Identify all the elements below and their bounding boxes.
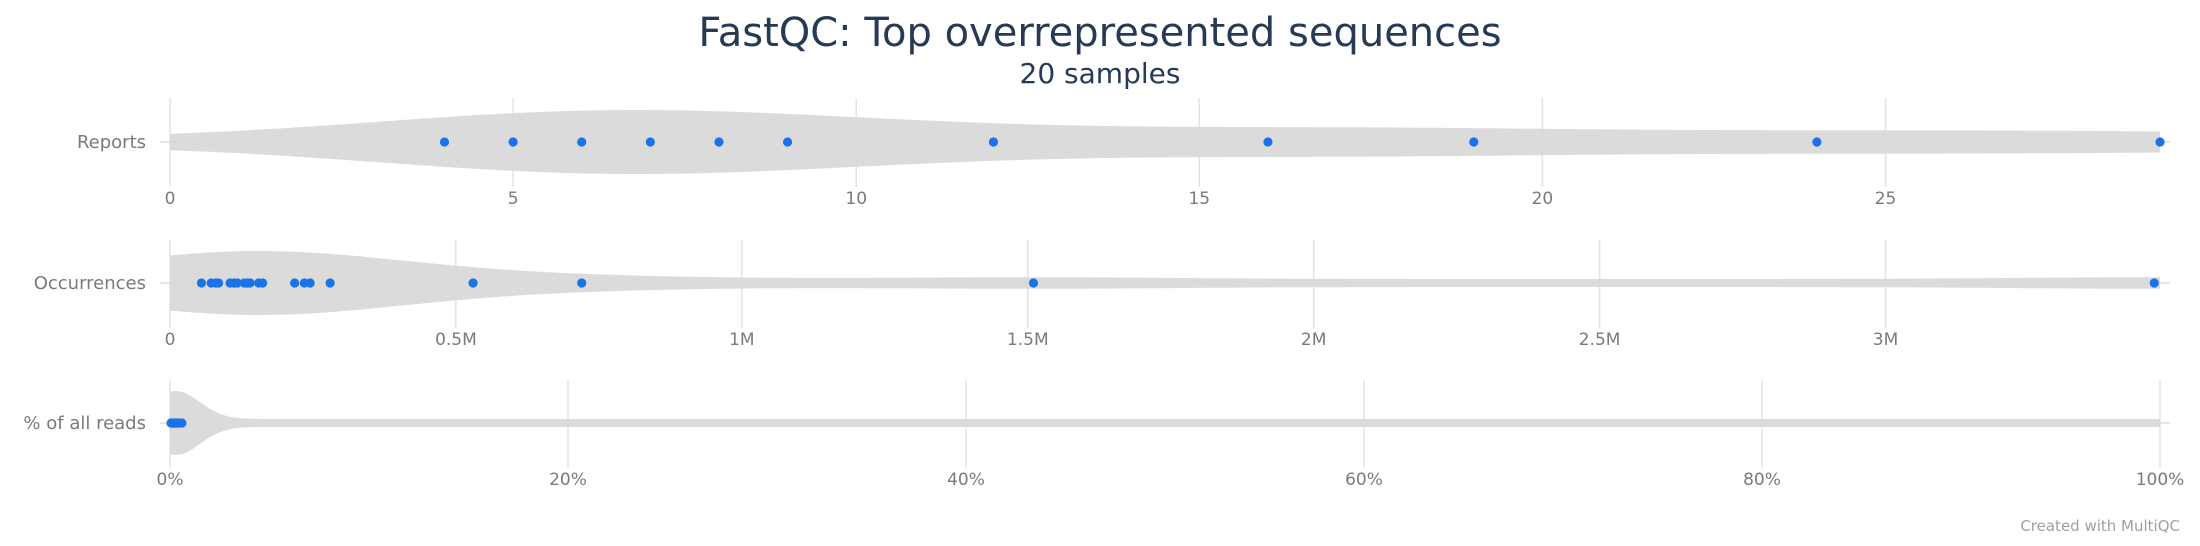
tick-label: 0% bbox=[157, 470, 184, 490]
tick-label: 2.5M bbox=[1579, 330, 1621, 350]
tick-label: 1.5M bbox=[1007, 330, 1049, 350]
row-label-occurrences: Occurrences bbox=[34, 273, 146, 294]
violin-shape-of-all-reads bbox=[170, 391, 2160, 455]
data-point bbox=[2149, 278, 2159, 288]
data-point bbox=[2155, 137, 2165, 147]
chart-subtitle: 20 samples bbox=[1019, 57, 1181, 90]
data-point bbox=[177, 418, 187, 428]
data-point bbox=[508, 137, 518, 147]
data-point bbox=[214, 278, 224, 288]
tick-label: 15 bbox=[1188, 189, 1210, 209]
data-point bbox=[988, 137, 999, 147]
row-label-of-all-reads: % of all reads bbox=[23, 413, 146, 434]
data-point bbox=[468, 278, 478, 288]
tick-label: 0.5M bbox=[435, 330, 477, 350]
data-point bbox=[782, 137, 793, 147]
data-point bbox=[1263, 137, 1273, 147]
data-point bbox=[305, 278, 315, 288]
row-label-reports: Reports bbox=[77, 132, 146, 153]
data-point bbox=[325, 278, 335, 288]
tick-label: 60% bbox=[1345, 470, 1383, 490]
data-point bbox=[714, 137, 724, 147]
tick-label: 0 bbox=[165, 330, 176, 350]
data-point bbox=[1469, 137, 1479, 147]
data-point bbox=[258, 278, 268, 288]
data-point bbox=[196, 278, 207, 288]
tick-label: 5 bbox=[508, 189, 519, 209]
tick-label: 10 bbox=[845, 189, 867, 209]
violin-shape-reports bbox=[170, 110, 2160, 174]
tick-label: 1M bbox=[729, 330, 754, 350]
data-point bbox=[232, 278, 243, 288]
data-point bbox=[577, 278, 587, 288]
tick-label: 2M bbox=[1301, 330, 1326, 350]
data-point bbox=[245, 278, 255, 288]
tick-label: 80% bbox=[1743, 470, 1781, 490]
multiqc-credit: Created with MultiQC bbox=[2020, 517, 2180, 535]
data-point bbox=[577, 137, 587, 147]
tick-label: 100% bbox=[2136, 470, 2185, 490]
tick-label: 25 bbox=[1875, 189, 1897, 209]
chart-title: FastQC: Top overrepresented sequences bbox=[698, 10, 1502, 56]
tick-label: 3M bbox=[1873, 330, 1898, 350]
tick-label: 20 bbox=[1532, 189, 1554, 209]
data-point bbox=[439, 137, 450, 147]
data-point bbox=[290, 278, 300, 288]
data-point bbox=[1812, 137, 1822, 147]
violin-shape-occurrences bbox=[170, 251, 2160, 315]
data-point bbox=[645, 137, 655, 147]
tick-label: 40% bbox=[947, 470, 985, 490]
data-point bbox=[1028, 278, 1039, 288]
tick-label: 0 bbox=[165, 189, 176, 209]
tick-label: 20% bbox=[549, 470, 587, 490]
